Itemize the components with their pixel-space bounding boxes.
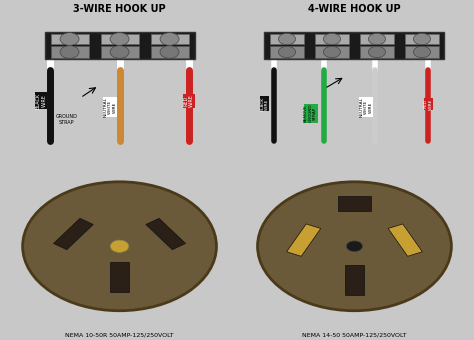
Text: NEMA 10-50R 50AMP-125/250VOLT: NEMA 10-50R 50AMP-125/250VOLT bbox=[65, 332, 174, 337]
Text: RED
WIRE: RED WIRE bbox=[424, 98, 433, 110]
Title: 3-WIRE HOOK UP: 3-WIRE HOOK UP bbox=[73, 4, 166, 14]
Polygon shape bbox=[146, 218, 185, 250]
Circle shape bbox=[160, 33, 179, 45]
Polygon shape bbox=[110, 261, 129, 292]
FancyBboxPatch shape bbox=[100, 46, 138, 58]
Circle shape bbox=[323, 46, 340, 58]
FancyBboxPatch shape bbox=[51, 46, 89, 58]
FancyBboxPatch shape bbox=[315, 46, 349, 58]
Text: REMOVE
GROUND
STRAP: REMOVE GROUND STRAP bbox=[304, 104, 317, 122]
Polygon shape bbox=[338, 195, 371, 211]
Text: BLACK
WIRE: BLACK WIRE bbox=[36, 93, 46, 109]
Circle shape bbox=[110, 240, 129, 252]
FancyBboxPatch shape bbox=[45, 32, 194, 60]
Polygon shape bbox=[287, 224, 321, 256]
Polygon shape bbox=[54, 218, 93, 250]
Title: 4-WIRE HOOK UP: 4-WIRE HOOK UP bbox=[308, 4, 401, 14]
Circle shape bbox=[110, 33, 129, 45]
Text: NEMA 14-50 50AMP-125/250VOLT: NEMA 14-50 50AMP-125/250VOLT bbox=[302, 332, 407, 337]
Circle shape bbox=[60, 46, 79, 58]
Circle shape bbox=[278, 46, 295, 58]
Circle shape bbox=[323, 33, 340, 45]
FancyBboxPatch shape bbox=[151, 46, 189, 58]
FancyBboxPatch shape bbox=[405, 34, 439, 44]
Text: NEUTRAL
WHITE
WIRE: NEUTRAL WHITE WIRE bbox=[104, 97, 117, 117]
FancyBboxPatch shape bbox=[405, 46, 439, 58]
Circle shape bbox=[278, 33, 295, 45]
Circle shape bbox=[413, 46, 430, 58]
Circle shape bbox=[368, 46, 385, 58]
Circle shape bbox=[23, 182, 217, 311]
Circle shape bbox=[110, 46, 129, 58]
Circle shape bbox=[368, 33, 385, 45]
Circle shape bbox=[346, 241, 363, 252]
Polygon shape bbox=[345, 265, 364, 295]
Circle shape bbox=[160, 46, 179, 58]
FancyBboxPatch shape bbox=[264, 32, 445, 60]
FancyBboxPatch shape bbox=[315, 34, 349, 44]
Text: GROUND
STRAP: GROUND STRAP bbox=[55, 114, 77, 125]
FancyBboxPatch shape bbox=[51, 34, 89, 44]
FancyBboxPatch shape bbox=[360, 46, 394, 58]
FancyBboxPatch shape bbox=[360, 34, 394, 44]
FancyBboxPatch shape bbox=[270, 46, 304, 58]
FancyBboxPatch shape bbox=[270, 34, 304, 44]
FancyBboxPatch shape bbox=[100, 34, 138, 44]
Circle shape bbox=[257, 182, 451, 311]
Circle shape bbox=[60, 33, 79, 45]
Polygon shape bbox=[388, 224, 422, 256]
Text: NEUTRAL
WHITE
WIRE: NEUTRAL WHITE WIRE bbox=[359, 97, 373, 117]
FancyBboxPatch shape bbox=[151, 34, 189, 44]
Circle shape bbox=[413, 33, 430, 45]
Text: BLACK
WIRE: BLACK WIRE bbox=[260, 97, 269, 111]
Text: RED
WIRE: RED WIRE bbox=[183, 95, 194, 107]
